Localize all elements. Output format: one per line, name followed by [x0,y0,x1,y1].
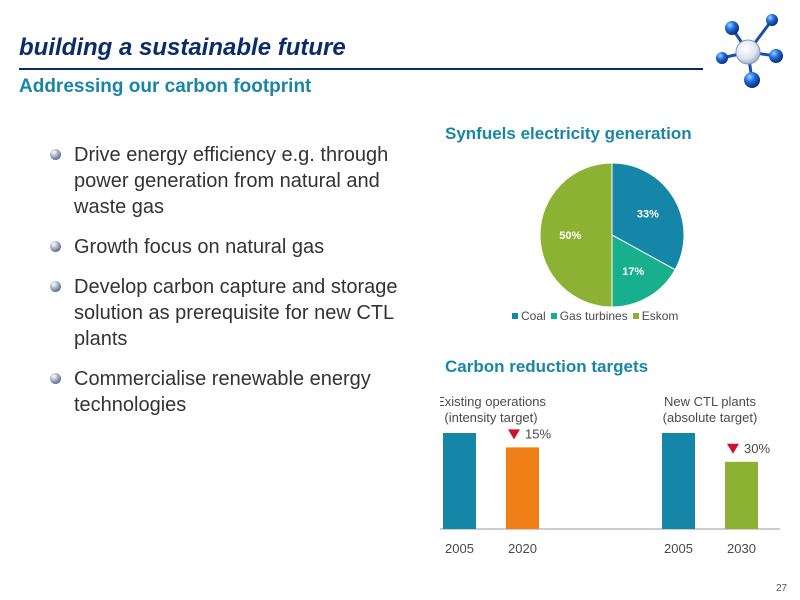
reduction-label: 15% [525,426,551,441]
bullet-text: Growth focus on natural gas [74,236,325,258]
bar-group-label: (absolute target) [663,410,758,425]
pie-chart: 33% 17% 50% [539,162,685,308]
bar [443,433,476,529]
pie-slice-eskom [539,162,613,308]
bullet-marker-icon [50,281,61,292]
legend-label: Gas turbines [559,309,628,323]
pie-legend: Coal Gas turbines Eskom [512,309,683,323]
bullet-item: Develop carbon capture and storage solut… [50,274,410,352]
pie-slice-gas-turbines [611,234,676,308]
slide-title: building a sustainable future [19,34,346,61]
bullet-text: Commercialise renewable energy technolog… [74,368,371,416]
x-tick-label: 2030 [727,541,756,556]
page-number: 27 [776,583,788,594]
legend-swatch [550,313,557,319]
bullet-marker-icon [50,149,61,160]
bullet-marker-icon [50,373,61,384]
bullet-item: Commercialise renewable energy technolog… [50,366,410,418]
x-tick-label: 2005 [445,541,474,556]
molecule-logo-icon [716,14,783,88]
slide-subtitle: Addressing our carbon footprint [19,76,312,97]
x-tick-label: 2020 [508,541,537,556]
bullet-text: Drive energy efficiency e.g. through pow… [74,144,389,218]
bar [662,433,695,529]
pie-data-label: 17% [622,266,644,278]
title-divider [19,68,703,70]
x-tick-label: 2005 [664,541,693,556]
bar-chart: Existing operations(intensity target) 200… [440,394,780,556]
bullet-list: Drive energy efficiency e.g. through pow… [50,142,410,432]
pie-data-label: 50% [559,230,581,242]
bar [506,447,539,529]
legend-item: Coal [512,309,546,323]
bar-group-label: Existing operations [440,394,546,409]
bullet-item: Growth focus on natural gas [50,234,410,260]
legend-label: Eskom [641,309,679,323]
legend-label: Coal [521,309,546,323]
pie-chart-title: Synfuels electricity generation [445,124,692,143]
pie-slice-coal [611,162,685,271]
pie-data-label: 33% [637,209,659,221]
bar-chart-title: Carbon reduction targets [445,357,649,376]
bar [725,461,758,529]
legend-swatch [632,313,639,319]
bullet-text: Develop carbon capture and storage solut… [74,276,398,350]
reduction-label: 30% [744,441,770,456]
reduction-arrow-icon [727,443,739,454]
legend-item: Eskom [632,309,679,323]
bullet-item: Drive energy efficiency e.g. through pow… [50,142,410,220]
legend-item: Gas turbines [550,309,628,323]
legend-swatch [512,313,518,319]
reduction-arrow-icon [508,429,520,440]
bullet-marker-icon [50,241,61,252]
bar-group-label: (intensity target) [444,410,537,425]
bar-group-label: New CTL plants [664,394,756,409]
